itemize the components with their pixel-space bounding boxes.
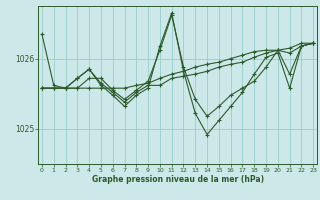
X-axis label: Graphe pression niveau de la mer (hPa): Graphe pression niveau de la mer (hPa) — [92, 175, 264, 184]
